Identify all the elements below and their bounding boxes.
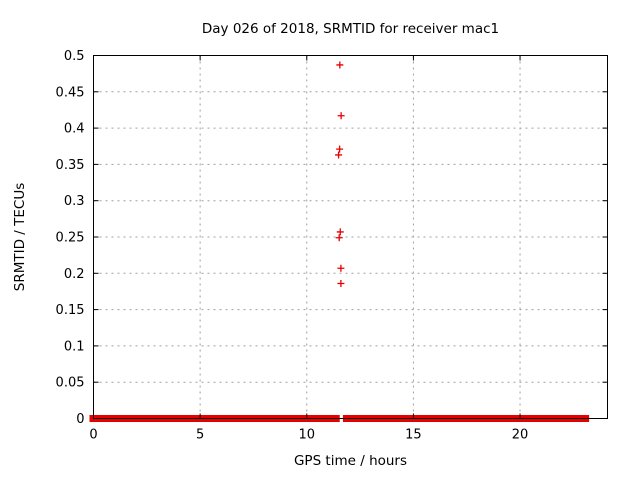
x-axis-label: GPS time / hours (293, 453, 408, 469)
data-point-marker (335, 151, 343, 159)
x-tick-label: 15 (405, 428, 422, 443)
y-tick-label: 0.35 (56, 158, 85, 173)
data-point-marker (336, 228, 344, 236)
data-point-marker (337, 279, 345, 287)
axis-ticks (93, 55, 608, 419)
y-tick-label: 0.5 (64, 49, 85, 64)
data-point-marker (337, 264, 345, 272)
y-tick-label: 0.2 (64, 267, 85, 282)
x-tick-labels: 0 5 10 15 20 (89, 428, 528, 443)
plot-frame (93, 55, 608, 419)
data-points (335, 61, 345, 287)
y-tick-label: 0 (76, 412, 84, 427)
y-tick-label: 0.15 (56, 303, 85, 318)
x-tick-label: 20 (512, 428, 529, 443)
y-tick-label: 0.3 (64, 194, 85, 209)
y-tick-label: 0.4 (64, 122, 85, 137)
y-tick-label: 0.1 (64, 339, 85, 354)
y-tick-label: 0.45 (56, 85, 85, 100)
grid-lines (93, 55, 608, 419)
y-tick-label: 0.05 (56, 376, 85, 391)
chart-title: Day 026 of 2018, SRMTID for receiver mac… (201, 21, 500, 37)
x-tick-label: 0 (89, 428, 97, 443)
data-point-marker (337, 112, 345, 120)
y-tick-label: 0.25 (56, 231, 85, 246)
data-point-marker (336, 145, 344, 153)
y-tick-labels: 0 0.05 0.1 0.15 0.2 0.25 0.3 0.35 0.4 0.45 0.5 (56, 49, 85, 427)
x-tick-label: 10 (299, 428, 316, 443)
data-point-marker (336, 61, 344, 69)
x-tick-label: 5 (196, 428, 204, 443)
data-point-marker (335, 234, 343, 242)
